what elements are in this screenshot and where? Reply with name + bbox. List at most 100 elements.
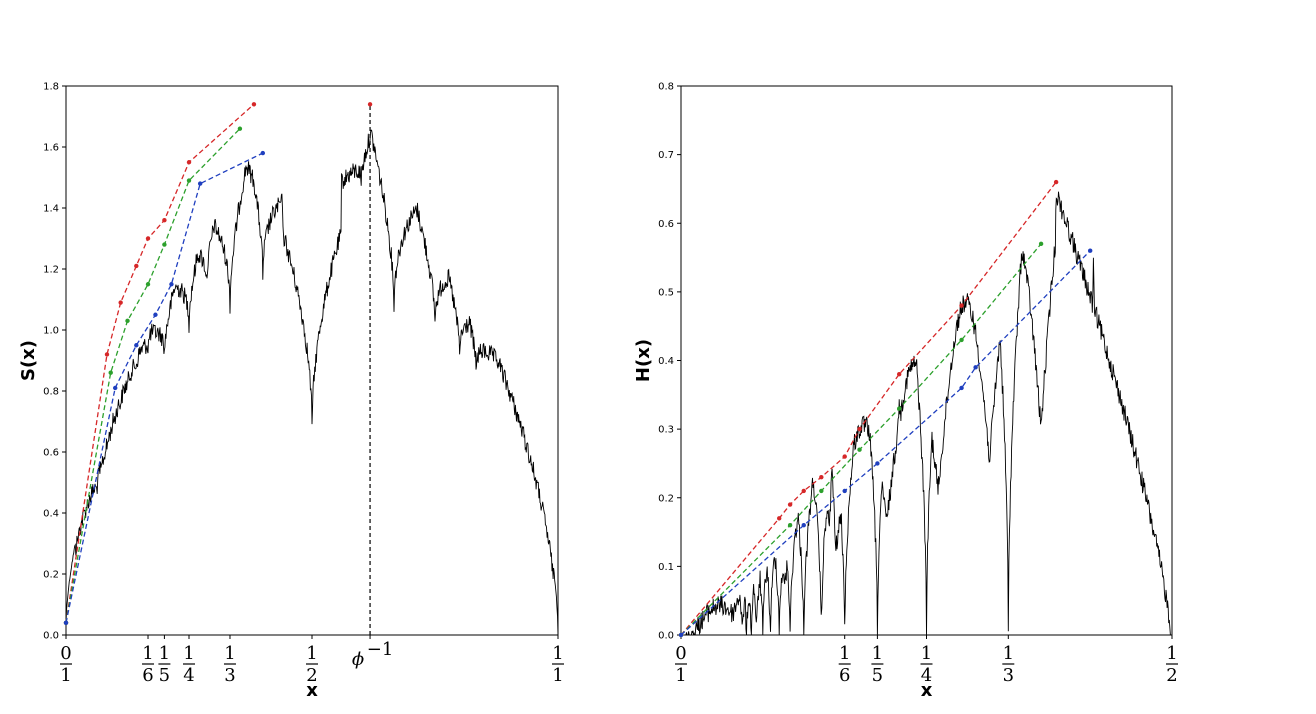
series-point [857,426,862,432]
x-tick-denominator: 1 [675,665,686,686]
series-point [145,282,151,287]
series-point [842,454,847,459]
x-tick-denominator: 4 [183,665,194,686]
plot-frame [65,85,559,636]
x-tick-denominator: 1 [60,665,71,686]
x-tick-numerator: 1 [159,643,170,664]
series-point [857,447,862,452]
x-tick-denominator: 3 [1003,665,1014,686]
series-point [819,488,824,494]
x-axis-label: x [921,680,933,701]
y-tick-label: 0.5 [658,287,674,298]
series-point [134,263,139,269]
series-point [186,160,192,165]
y-tick-label: 0.6 [658,219,674,230]
series-point [237,126,243,131]
x-tick-numerator: 0 [675,643,686,664]
h-function-plot: 0.00.10.20.30.40.50.60.70.8011615141312x… [633,82,1178,701]
series-point [260,150,265,156]
y-tick-label: 0.7 [658,150,674,161]
x-tick-phi: ϕ [352,649,364,670]
series-point [63,620,69,625]
y-tick-label: 0.0 [658,631,674,642]
series-point [897,406,902,411]
y-axis-label: S(x) [18,340,39,381]
y-tick-label: 0.0 [43,631,59,642]
series-point [118,300,123,305]
series-point [897,372,902,377]
y-tick-label: 0.2 [43,570,59,581]
x-tick-numerator: 0 [60,643,71,664]
series-point [113,385,118,391]
series-point [959,303,964,308]
x-tick-numerator: 1 [142,643,153,664]
x-tick-numerator: 1 [224,643,235,664]
series-point [1038,241,1044,247]
x-tick-numerator: 1 [872,643,883,664]
plot-frame [680,85,1173,636]
series-point [819,474,824,480]
x-tick-numerator: 1 [552,643,563,664]
x-tick-denominator: 5 [872,665,883,686]
x-tick-denominator: 3 [224,665,235,686]
series-point [959,337,964,343]
series-line-0 [680,181,1057,636]
series-point [842,488,847,494]
x-tick-denominator: 6 [839,665,850,686]
x-tick-denominator: 1 [552,665,563,686]
series-point [1053,179,1059,185]
x-tick-numerator: 1 [1166,643,1177,664]
x-tick-numerator: 1 [921,643,932,664]
series-point [104,352,110,357]
fractal-curve [681,191,1172,636]
series-point [251,102,257,107]
fractal-curve [65,129,559,636]
y-tick-label: 0.6 [43,448,59,459]
series-point [1087,248,1093,253]
series-point [169,282,174,287]
y-tick-label: 0.4 [43,509,59,520]
series-point [145,236,151,241]
series-point [153,312,158,317]
series-point [801,488,806,494]
series-point [777,516,782,521]
y-tick-label: 0.4 [658,356,674,367]
y-axis-label: H(x) [633,339,654,382]
x-tick-numerator: 1 [306,643,317,664]
x-tick-numerator: 1 [1003,643,1014,664]
series-line-2 [680,250,1091,636]
series-point [973,365,978,370]
x-tick-numerator: 1 [839,643,850,664]
x-tick-denominator: 5 [159,665,170,686]
series-line-2 [65,152,264,623]
series-point [134,343,139,348]
series-line-1 [65,128,241,623]
series-line-0 [65,103,255,623]
series-point [787,502,793,507]
series-point [162,218,167,223]
series-point [678,632,684,638]
peak-marker [367,102,373,107]
x-axis-label: x [306,680,318,701]
series-point [959,385,964,391]
y-tick-label: 0.8 [43,387,59,398]
series-point [875,461,880,466]
x-tick-denominator: 4 [921,665,932,686]
series-point [162,242,167,247]
series-point [787,523,793,528]
y-tick-label: 1.4 [43,204,59,215]
y-tick-label: 1.2 [43,265,59,276]
series-point [197,181,203,186]
x-tick-denominator: 2 [1166,665,1177,686]
series-point [186,178,192,183]
y-tick-label: 0.3 [658,425,674,436]
x-tick-denominator: 6 [142,665,153,686]
x-tick-numerator: 1 [183,643,194,664]
s-function-plot: 0.00.20.40.60.81.01.21.41.61.80116151413… [18,82,564,701]
y-tick-label: 0.2 [658,493,674,504]
y-tick-label: 0.1 [658,562,674,573]
series-point [125,318,130,324]
x-tick-exponent: −1 [367,639,394,660]
y-tick-label: 0.8 [658,82,674,93]
